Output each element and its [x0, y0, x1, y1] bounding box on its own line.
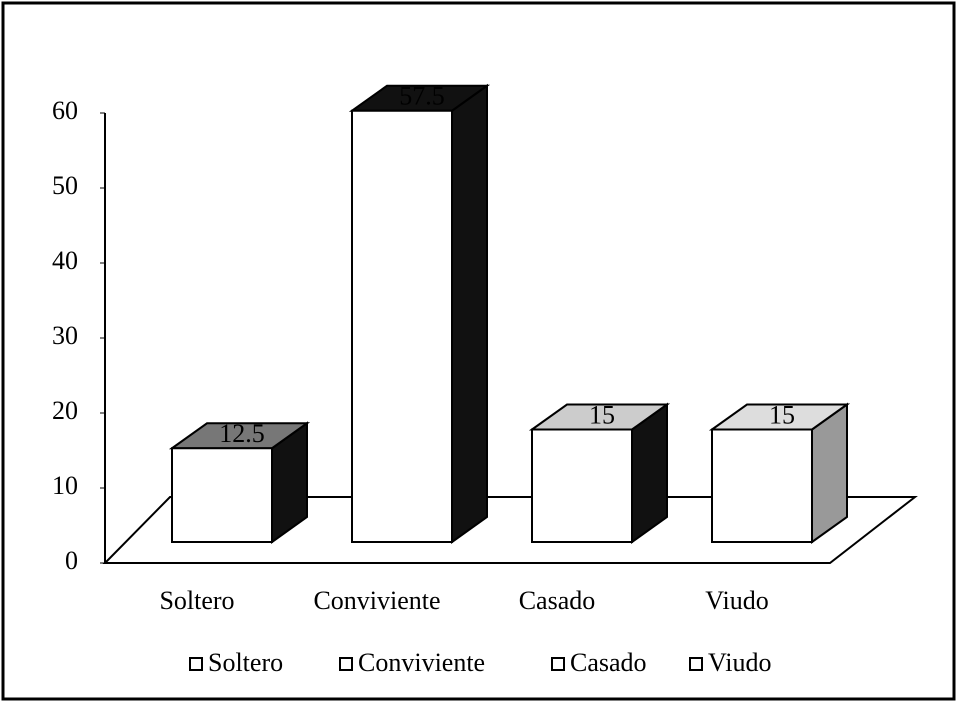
legend-swatch: [189, 657, 203, 671]
data-label: 15: [589, 400, 615, 429]
y-tick-label: 10: [52, 471, 78, 500]
legend-swatch: [339, 657, 353, 671]
bar-side: [451, 83, 488, 544]
data-label: 12.5: [219, 419, 265, 448]
y-tick-label: 40: [52, 246, 78, 275]
data-label: 15: [769, 400, 795, 429]
y-tick-label: 0: [65, 546, 78, 575]
legend-swatch: [689, 657, 703, 671]
y-tick-label: 50: [52, 171, 78, 200]
y-tick-label: 30: [52, 321, 78, 350]
bar: [711, 428, 813, 543]
x-tick-label: Viudo: [705, 586, 768, 615]
legend-label: Casado: [570, 648, 647, 677]
legend-label: Conviviente: [358, 648, 485, 677]
x-tick-label: Soltero: [159, 586, 234, 615]
bar: [531, 428, 633, 543]
y-tick-label: 60: [52, 96, 78, 125]
legend-label: Soltero: [208, 648, 283, 677]
bar: [351, 109, 453, 543]
bar: [171, 447, 273, 543]
legend-swatch: [551, 657, 565, 671]
x-tick-label: Conviviente: [313, 586, 440, 615]
y-tick-label: 20: [52, 396, 78, 425]
data-label: 57.5: [399, 82, 445, 111]
x-tick-label: Casado: [519, 586, 596, 615]
legend-label: Viudo: [708, 648, 771, 677]
